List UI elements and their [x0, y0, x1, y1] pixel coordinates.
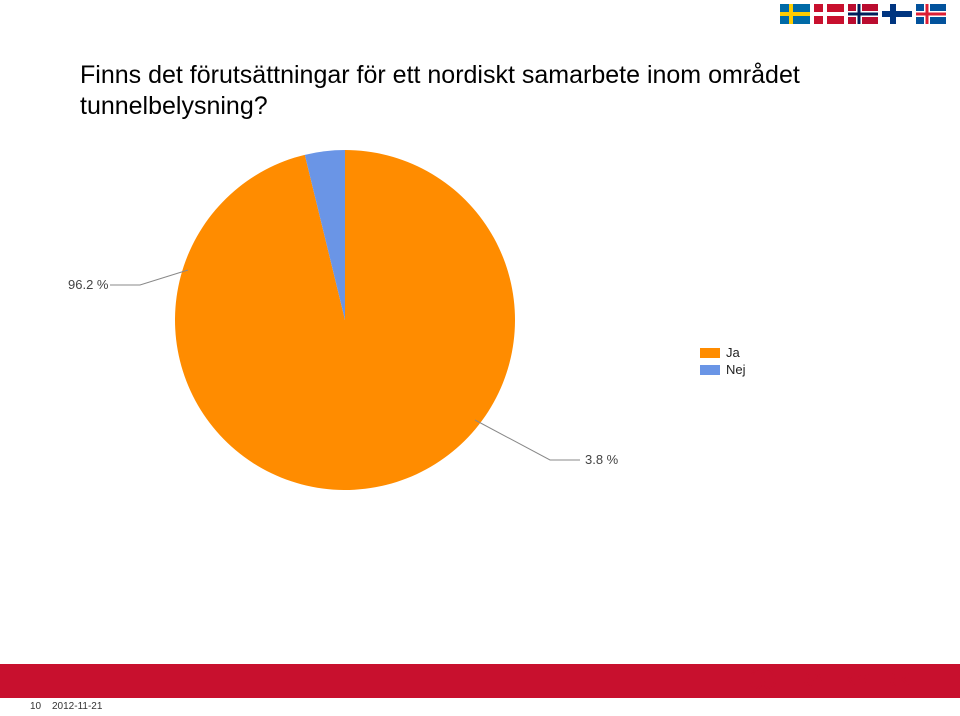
footer-date: 2012-11-21: [52, 701, 102, 712]
pie-svg: [175, 150, 515, 490]
legend-item-ja: Ja: [700, 345, 746, 360]
slide-title: Finns det förutsättningar för ett nordis…: [80, 60, 880, 123]
nordic-flags-row: [780, 4, 946, 24]
callout-ja: 96.2 %: [68, 277, 108, 292]
pie-wrap: [175, 150, 515, 490]
slide: Finns det förutsättningar för ett nordis…: [0, 0, 960, 716]
flag-norway-icon: [848, 4, 878, 24]
flag-finland-icon: [882, 4, 912, 24]
trafikverket-logo: TRAFIKVERKET: [749, 666, 936, 694]
trafikverket-logo-text: TRAFIKVERKET: [785, 670, 936, 691]
footer-inner: 10 2012-11-21: [0, 698, 960, 716]
callout-nej: 3.8 %: [585, 452, 618, 467]
legend-item-nej: Nej: [700, 362, 746, 377]
title-line-2: tunnelbelysning?: [80, 92, 268, 120]
legend-label-ja: Ja: [726, 345, 740, 360]
legend: Ja Nej: [700, 345, 746, 379]
flag-denmark-icon: [814, 4, 844, 24]
flag-iceland-icon: [916, 4, 946, 24]
legend-label-nej: Nej: [726, 362, 746, 377]
trafikverket-logo-icon: [749, 666, 777, 694]
flag-sweden-icon: [780, 4, 810, 24]
title-line-1: Finns det förutsättningar för ett nordis…: [80, 61, 800, 89]
page-number: 10: [30, 701, 41, 712]
pie-chart: 96.2 % 3.8 % Ja Nej: [80, 150, 800, 550]
legend-swatch-ja: [700, 348, 720, 358]
legend-swatch-nej: [700, 365, 720, 375]
